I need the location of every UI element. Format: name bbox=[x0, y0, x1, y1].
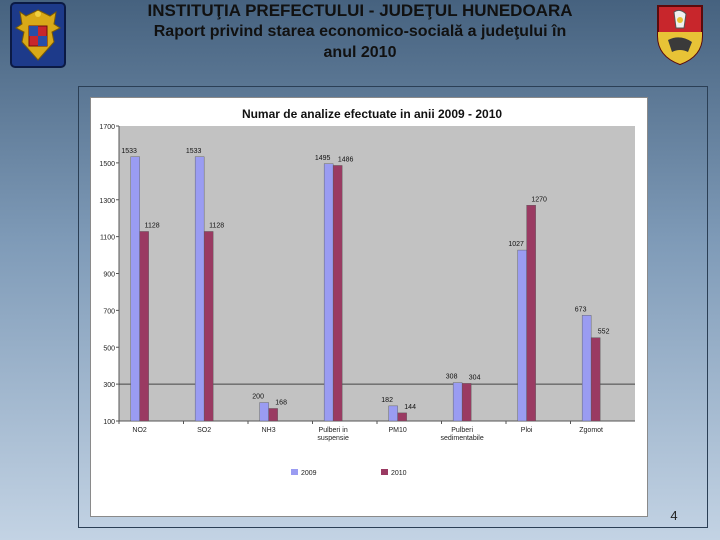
data-label: 200 bbox=[252, 394, 264, 401]
bar-2010 bbox=[397, 412, 407, 422]
y-tick-label: 900 bbox=[103, 272, 115, 279]
legend-swatch-2010 bbox=[381, 469, 388, 475]
y-tick-label: 1100 bbox=[100, 235, 115, 242]
bar-2010 bbox=[590, 337, 601, 422]
bar-2010 bbox=[526, 205, 536, 422]
data-label: 1270 bbox=[531, 196, 547, 203]
bar-2009 bbox=[259, 402, 269, 422]
bar-2009 bbox=[388, 405, 398, 422]
x-tick-label: Ploi bbox=[521, 427, 533, 434]
bar-2010 bbox=[139, 231, 149, 422]
data-label: 1533 bbox=[186, 148, 202, 155]
bars: 1533 1128 1533 1128 200 168 1495 1486 182 144 308 3… bbox=[121, 148, 610, 422]
x-tick-label: sedimentabile bbox=[441, 435, 484, 442]
x-tick-label: Zgomot bbox=[579, 427, 603, 434]
data-label: 304 bbox=[469, 374, 481, 381]
bar-2009 bbox=[323, 163, 334, 422]
data-label: 1533 bbox=[121, 148, 137, 155]
data-label: 673 bbox=[575, 306, 587, 313]
legend-label-2009: 2009 bbox=[301, 470, 317, 477]
bar-2010 bbox=[268, 408, 278, 422]
y-tick-label: 1500 bbox=[99, 161, 115, 168]
x-tick-label: NH3 bbox=[262, 427, 276, 434]
y-tick-label: 700 bbox=[103, 308, 115, 315]
data-label: 168 bbox=[275, 399, 287, 406]
data-label: 144 bbox=[404, 404, 416, 411]
header-title: INSTITUŢIA PREFECTULUI - JUDEŢUL HUNEDOA… bbox=[147, 1, 573, 20]
x-tick-label: SO2 bbox=[197, 427, 211, 434]
content-frame bbox=[78, 86, 708, 528]
data-label: 308 bbox=[446, 374, 458, 381]
data-label: 1486 bbox=[338, 156, 354, 163]
chart-title: Numar de analize efectuate in anii 2009 … bbox=[242, 107, 502, 121]
legend-swatch-2009 bbox=[291, 469, 298, 475]
bar-2009 bbox=[452, 382, 463, 422]
data-label: 182 bbox=[381, 397, 393, 404]
bar-2009 bbox=[581, 315, 592, 422]
romania-coat-of-arms-icon bbox=[10, 2, 66, 68]
bar-2009 bbox=[517, 249, 527, 422]
bar-2010 bbox=[203, 231, 214, 422]
bar-2010 bbox=[461, 383, 472, 422]
chart-container: Numar de analize efectuate in anii 2009 … bbox=[90, 97, 648, 517]
header-subtitle-line2: anul 2010 bbox=[323, 44, 397, 61]
legend-label-2010: 2010 bbox=[391, 470, 407, 477]
y-tick-label: 500 bbox=[103, 345, 115, 352]
hunedoara-coat-of-arms-icon bbox=[657, 5, 703, 66]
bar-2010 bbox=[332, 165, 343, 422]
bar-2009 bbox=[194, 156, 205, 422]
x-tick-label: PM10 bbox=[388, 427, 406, 434]
y-tick-label: 100 bbox=[103, 419, 115, 426]
y-tick-label: 1300 bbox=[99, 198, 115, 205]
bar-chart: Numar de analize efectuate in anii 2009 … bbox=[99, 107, 635, 477]
x-tick-label: suspensie bbox=[317, 435, 349, 442]
slide-header: INSTITUŢIA PREFECTULUI - JUDEŢUL HUNEDOA… bbox=[90, 0, 630, 63]
data-label: 1495 bbox=[315, 155, 331, 162]
x-tick-label: Pulberi in bbox=[319, 427, 348, 434]
data-label: 1027 bbox=[508, 241, 524, 248]
data-label: 1128 bbox=[145, 222, 160, 229]
header-subtitle-line1: Raport privind starea economico-socială … bbox=[153, 23, 567, 40]
y-tick-label: 1700 bbox=[99, 124, 115, 131]
data-label: 1128 bbox=[209, 222, 224, 229]
y-tick-label: 300 bbox=[103, 382, 115, 389]
slide-number: 4 bbox=[670, 508, 678, 523]
bar-2009 bbox=[130, 156, 140, 422]
legend: 2009 2010 bbox=[291, 469, 407, 477]
data-label: 552 bbox=[598, 329, 610, 336]
x-tick-label: Pulberi bbox=[451, 427, 473, 434]
x-tick-label: NO2 bbox=[132, 427, 147, 434]
